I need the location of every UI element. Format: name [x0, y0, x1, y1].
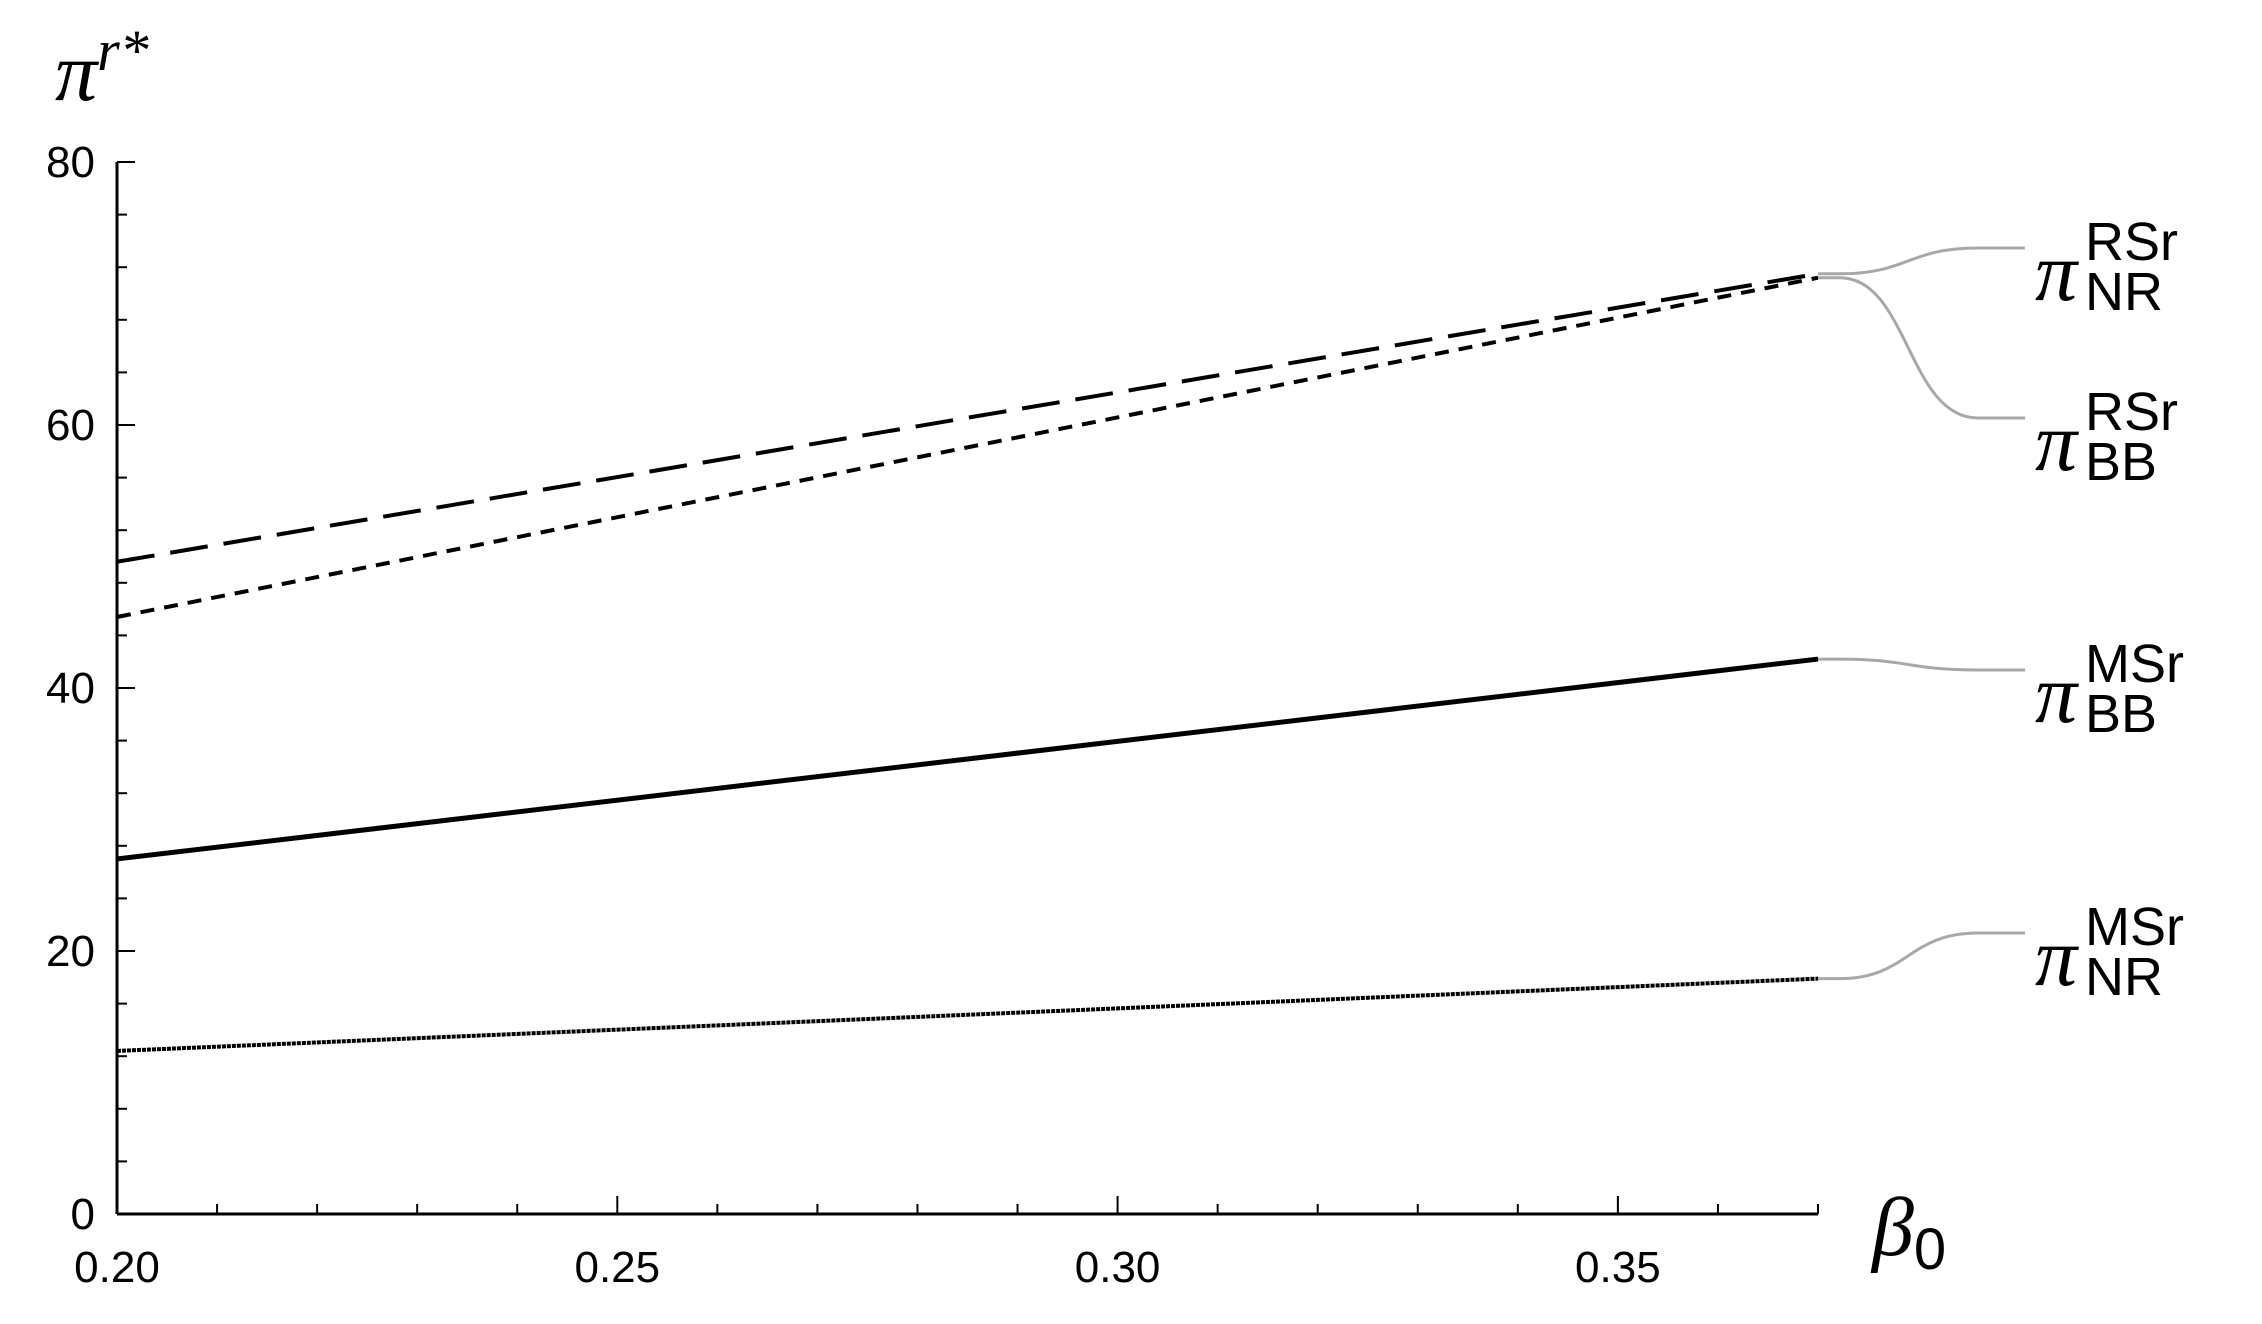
label-leader-lines: [1818, 246, 2025, 981]
leader-line-4: [1818, 931, 2025, 981]
y-axis-title-main: π: [55, 26, 100, 119]
series-label-main: π: [2035, 911, 2080, 1004]
series-line-4: [116, 976, 1819, 1053]
leader-line-3: [1818, 657, 2025, 672]
series-label-sub: NR: [2085, 947, 2163, 1007]
series-label-main: π: [2035, 226, 2080, 319]
series-label-sup: MSr: [2085, 634, 2184, 694]
series-label-sup: RSr: [2085, 382, 2178, 442]
series-label-3: π: [2035, 648, 2080, 741]
series-label-sub: BB: [2085, 432, 2157, 492]
y-tick-label: 60: [46, 401, 95, 450]
series-line-3: [116, 656, 1819, 862]
leader-line-1: [1818, 246, 2025, 276]
series-line-1: [116, 271, 1819, 564]
series-label-sub: NR: [2085, 262, 2163, 322]
leader-line-2: [1818, 276, 2025, 420]
series-label-1: π: [2035, 226, 2080, 319]
x-ticks: 0.20 0.25 0.30 0.35: [74, 1196, 1819, 1292]
x-tick-label: 0.35: [1575, 1243, 1661, 1292]
series-label-2: π: [2035, 396, 2080, 489]
x-axis-title-sub: 0: [1914, 1217, 1946, 1282]
y-tick-label: 0: [71, 1190, 95, 1239]
y-tick-label: 20: [46, 927, 95, 976]
x-tick-label: 0.20: [74, 1243, 160, 1292]
series-lines: [116, 271, 1819, 1053]
x-tick-label: 0.30: [1075, 1243, 1161, 1292]
series-label-sup: RSr: [2085, 212, 2178, 272]
x-axis-title-main: β: [1870, 1181, 1914, 1274]
x-tick-label: 0.25: [574, 1243, 660, 1292]
series-label-main: π: [2035, 648, 2080, 741]
series-label-4: π: [2035, 911, 2080, 1004]
y-axis-title: πr*: [55, 18, 149, 119]
series-line-2: [116, 275, 1819, 619]
y-tick-label: 80: [46, 138, 95, 187]
y-ticks: 0 20 40 60 80: [46, 138, 135, 1239]
y-tick-label: 40: [46, 664, 95, 713]
y-axis-title-sup: r*: [97, 18, 149, 83]
series-label-main: π: [2035, 396, 2080, 489]
series-label-sup: MSr: [2085, 897, 2184, 957]
axes: 0 20 40 60 80 0.20 0.25 0.30 0.35: [46, 138, 1819, 1292]
series-label-sub: BB: [2085, 684, 2157, 744]
x-axis-title: β0: [1870, 1181, 1946, 1282]
